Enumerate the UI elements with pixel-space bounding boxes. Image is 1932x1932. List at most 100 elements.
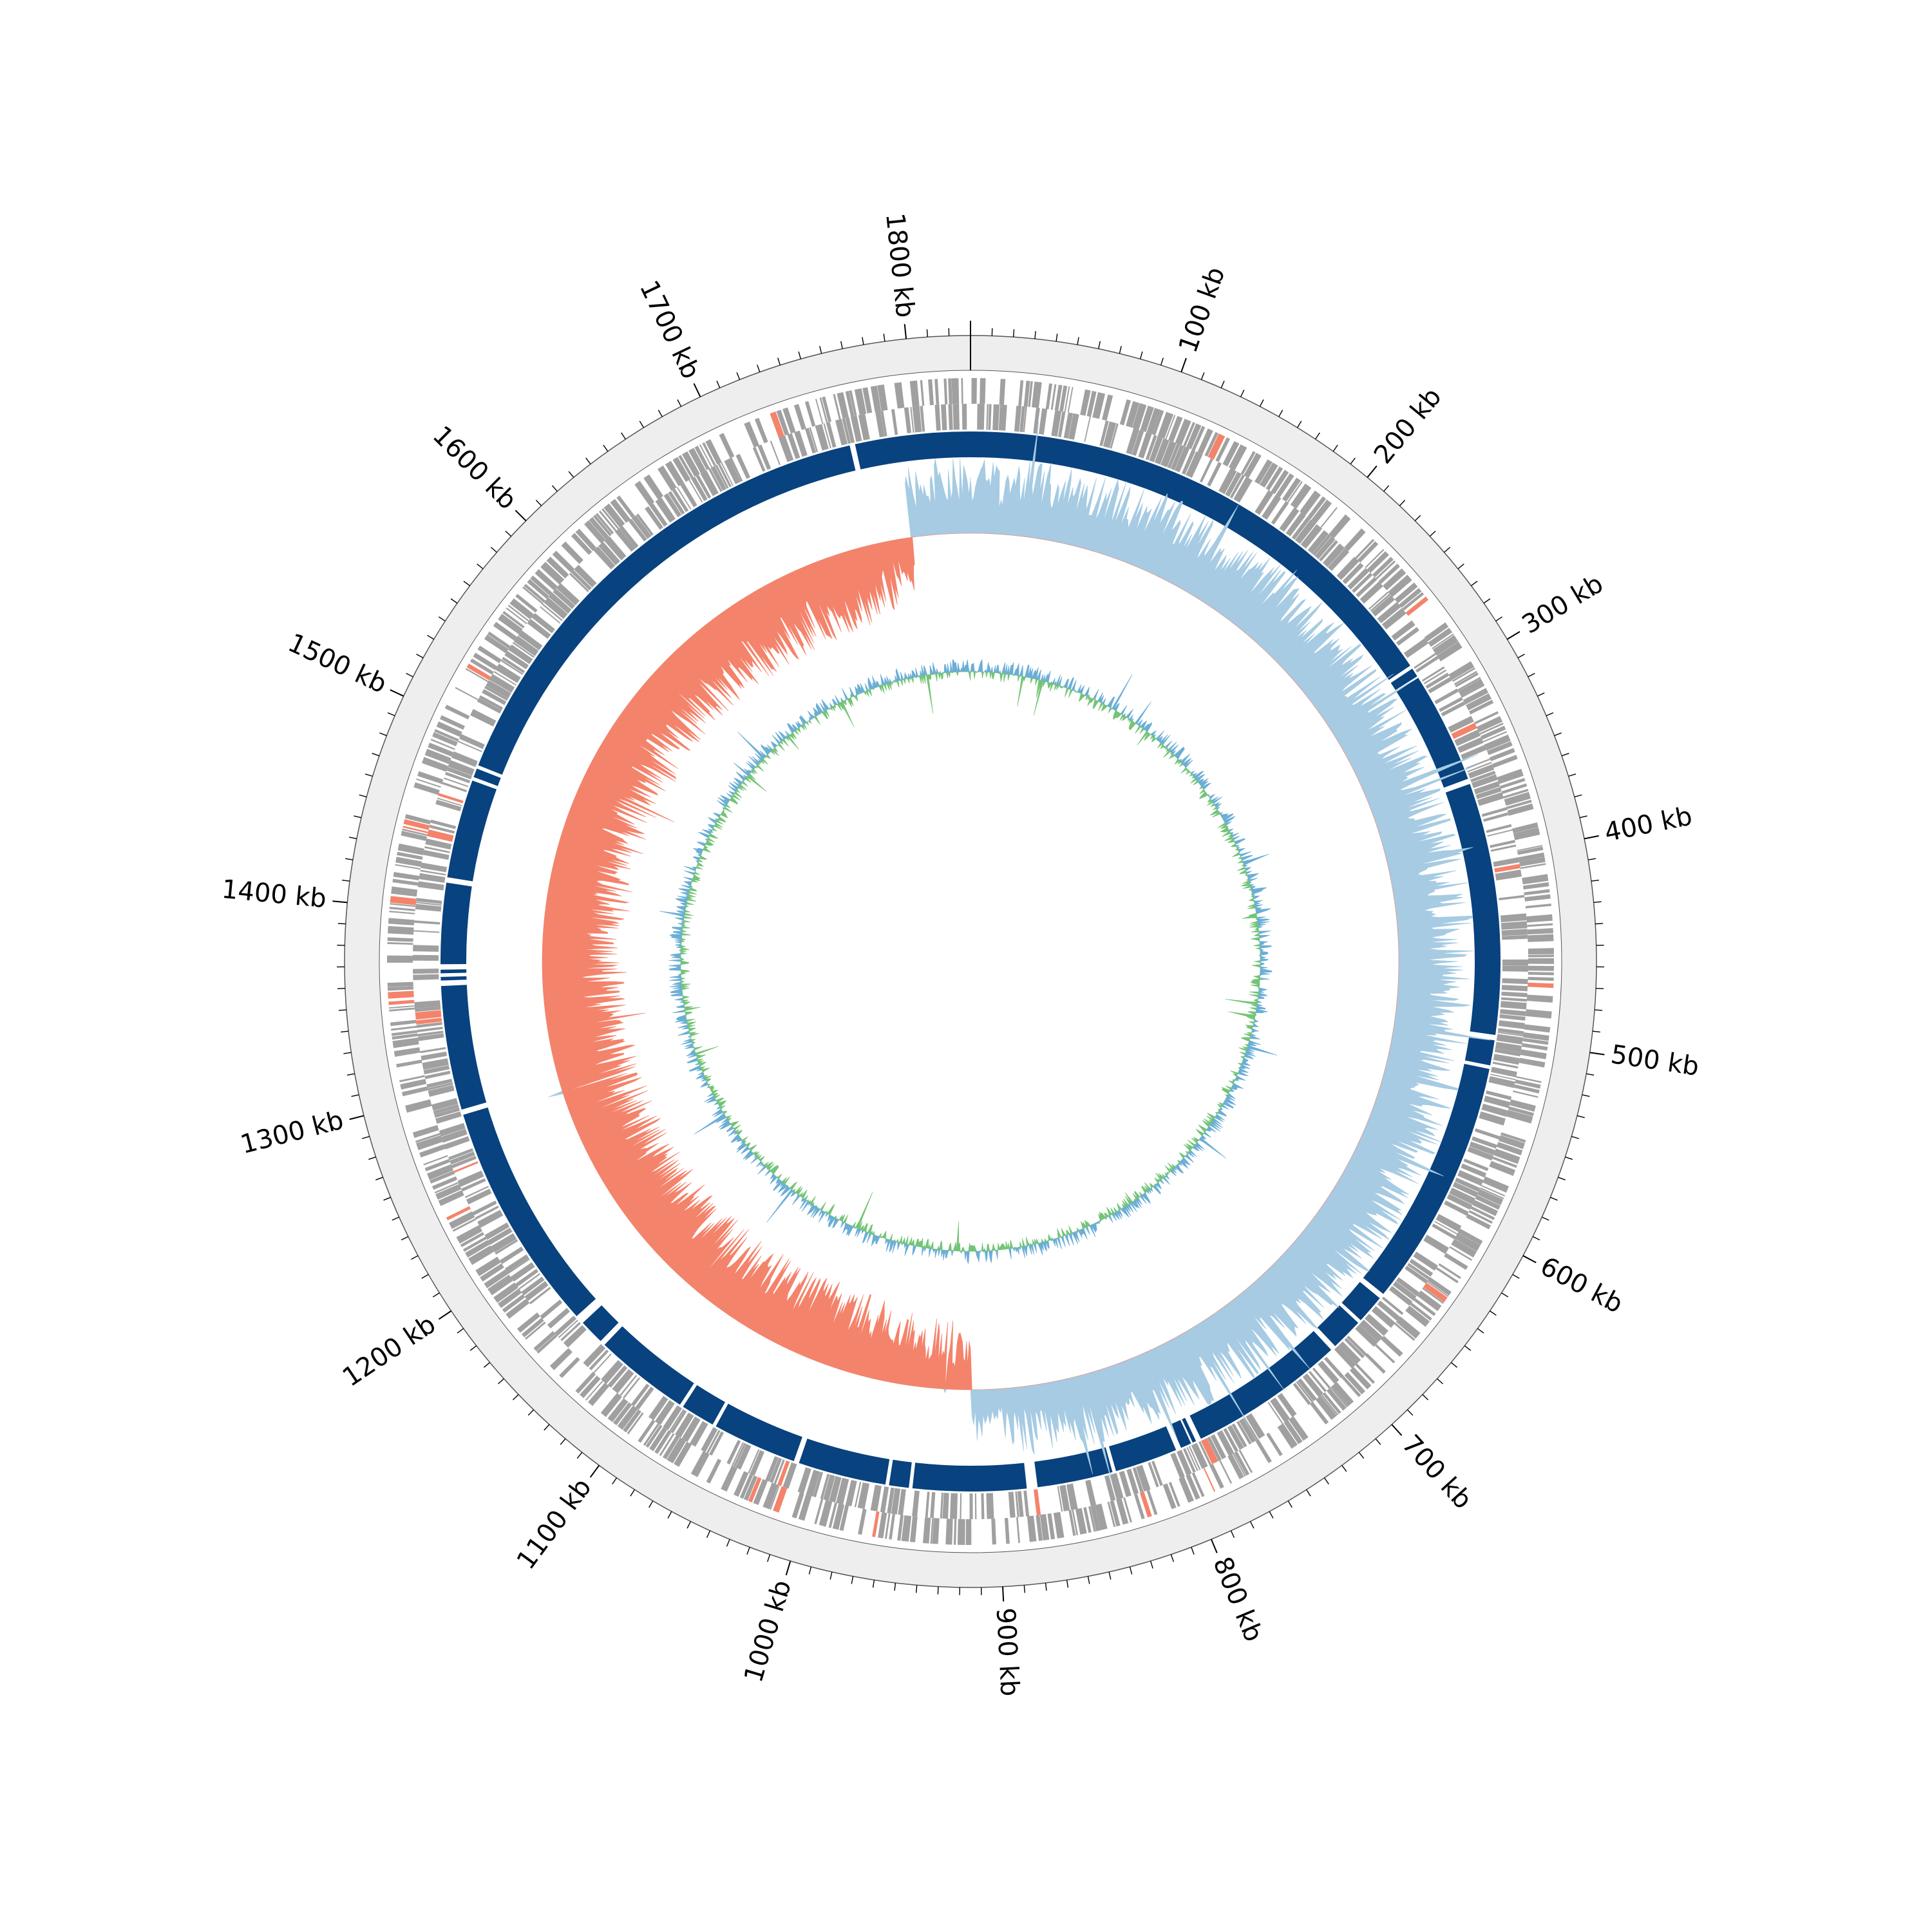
minor-tick [351,1094,359,1097]
major-tick [332,900,348,904]
minor-tick [372,753,380,757]
minor-tick [777,357,781,366]
gene-feature [1474,1128,1501,1140]
gene-feature [1307,530,1329,554]
gene-feature [1422,1287,1444,1304]
gene-feature [835,419,848,446]
gene-feature [1300,490,1321,516]
gene-feature [1368,591,1389,610]
gene-feature [961,404,967,430]
gene-feature [1394,1322,1416,1341]
gene-feature [1481,1185,1506,1197]
gene-feature [610,498,631,523]
gene-feature [1494,1048,1521,1057]
minor-tick [1150,1560,1153,1569]
gene-feature [733,1443,746,1468]
gene-feature [1357,541,1379,563]
gene-feature [1501,783,1528,794]
minor-tick [1108,1571,1112,1580]
gene-feature [1107,1501,1116,1528]
gene-feature [1148,1462,1159,1488]
minor-tick [1375,1438,1381,1445]
gene-feature [488,1275,513,1296]
gene-feature [412,1124,439,1139]
gene-feature [402,828,428,837]
gene-feature [1329,514,1351,539]
gene-feature [1499,895,1525,900]
gene-feature [770,440,781,466]
gene-feature [424,846,450,853]
gene-feature [417,1030,444,1037]
gene-feature [870,1484,882,1511]
gene-feature [507,644,533,665]
gene-feature [1461,744,1487,760]
gene-feature [710,466,727,491]
gene-feature [845,390,855,417]
gene-feature [702,442,716,466]
gene-feature [1475,786,1502,799]
gene-feature [948,404,953,430]
gene-feature [1449,1246,1473,1261]
minor-tick [883,334,886,342]
gene-feature [1170,1452,1185,1479]
gene-feature [416,1135,443,1150]
gene-feature [1132,430,1144,456]
gene-feature [1482,812,1509,822]
gene-feature [823,1474,835,1501]
gene-feature [421,862,448,873]
gene-feature [544,597,568,620]
gene-feature [477,645,502,663]
gene-feature [826,422,837,448]
gene-feature [435,1184,462,1200]
gene-feature [1407,1262,1430,1280]
gene-feature [689,1421,708,1447]
rna-feature [1528,982,1554,989]
gene-feature [1463,688,1489,705]
gene-feature [981,1493,985,1519]
gene-feature [922,1517,931,1544]
gene-feature [845,1479,857,1507]
gene-feature [1365,1314,1388,1336]
gene-feature [1432,635,1459,656]
contig-segment [855,431,971,469]
gene-feature [431,1098,459,1112]
gene-feature [459,734,485,750]
gene-feature [1526,994,1553,1003]
gene-feature [417,1027,443,1032]
gene-feature [717,463,732,488]
gene-feature [1388,574,1412,597]
gene-feature [484,686,508,701]
gene-feature [457,1170,484,1188]
gene-feature [934,379,940,405]
gene-feature [495,1239,518,1255]
minor-tick [1591,879,1599,882]
gene-feature [655,497,676,523]
major-tick [1506,630,1520,640]
gene-feature [1441,701,1466,717]
gene-feature [1381,608,1406,630]
tick-label-300: 300 kb [1517,569,1609,639]
tick-label-1200: 1200 kb [337,1309,441,1392]
gene-feature [1186,1474,1200,1500]
minor-tick [1170,1554,1174,1562]
tick-label-1800: 1800 kb [880,212,920,319]
gene-feature [1528,948,1554,955]
gene-feature [1344,1372,1366,1395]
minor-tick [1595,923,1604,925]
gene-feature [457,741,482,752]
gene-feature [1501,985,1528,992]
minor-tick [1269,1511,1274,1519]
gene-feature [670,1410,687,1434]
gene-feature [1320,507,1338,528]
gene-feature [1506,799,1532,810]
gene-feature [527,618,551,639]
gene-feature [477,1209,504,1228]
gene-feature-track [386,378,1555,1545]
gene-feature [1302,1373,1323,1397]
gene-feature [498,1288,522,1309]
minor-tick [346,1073,355,1076]
rna-feature [748,1477,762,1502]
tick-label-1300: 1300 kb [238,1105,346,1160]
gene-feature [580,1375,601,1399]
